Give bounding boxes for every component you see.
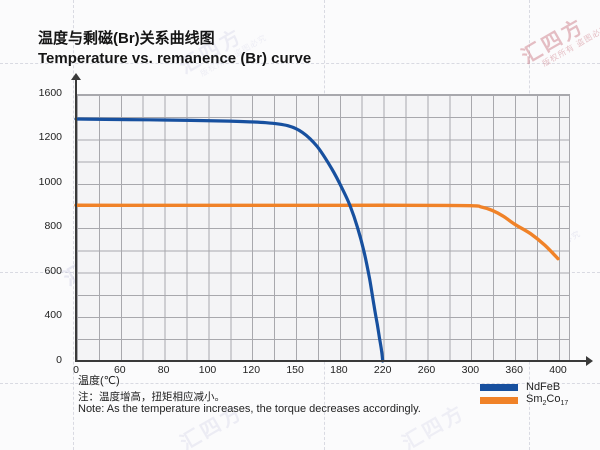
smco-swatch — [480, 396, 518, 404]
chart-title-zh: 温度与剩磁(Br)关系曲线图 — [38, 30, 215, 47]
legend: NdFeB Sm2Co17 — [480, 381, 568, 407]
y-tick: 1200 — [38, 131, 62, 143]
x-tick: 220 — [373, 364, 392, 376]
y-tick: 600 — [44, 265, 62, 277]
ndfeb-swatch — [480, 383, 518, 391]
legend-item-smco: Sm2Co17 — [480, 393, 568, 407]
smco-label-sub: 2 — [542, 400, 547, 408]
x-tick: 80 — [157, 364, 170, 376]
legend-label-smco: Sm2Co17 — [526, 393, 568, 407]
plot-area — [76, 94, 570, 361]
curve-layer — [74, 117, 560, 363]
x-tick: 400 — [549, 364, 567, 376]
x-tick: 100 — [198, 364, 217, 376]
x-tick: 360 — [505, 364, 523, 376]
x-tick: 150 — [286, 364, 304, 376]
x-tick: 260 — [417, 364, 436, 376]
smco-label-part: Co — [546, 392, 561, 405]
watermark-logo: 汇四方 版权所有 盗图必究 — [518, 6, 600, 76]
guide-line-horizontal — [0, 63, 600, 64]
x-tick: 300 — [461, 364, 480, 376]
legend-item-ndfeb: NdFeB — [480, 381, 568, 393]
legend-label-ndfeb: NdFeB — [526, 381, 561, 393]
y-axis-arrow-icon — [71, 73, 81, 80]
x-tick: 120 — [242, 364, 261, 376]
x-tick: 180 — [330, 364, 348, 376]
note-zh: 注：温度增高，扭矩相应减小。 — [78, 391, 225, 403]
smco-label-sub: 17 — [560, 400, 569, 408]
guide-line-vertical — [73, 0, 74, 450]
y-tick: 800 — [44, 220, 62, 232]
x-tick: 60 — [113, 364, 126, 376]
chart-title-en: Temperature vs. remanence (Br) curve — [38, 50, 312, 67]
smco-label-part: Sm — [526, 392, 543, 405]
watermark-subtext: 版权所有 盗图必究 — [540, 22, 600, 69]
ndfeb-curve — [74, 117, 385, 363]
y-axis-line — [75, 79, 77, 361]
y-tick: 1000 — [38, 176, 62, 188]
watermark-text: 汇四方 — [518, 14, 589, 69]
guide-line-horizontal — [0, 383, 600, 384]
x-axis-line — [75, 360, 587, 362]
y-tick: 0 — [56, 354, 62, 366]
x-axis-title: 温度(℃) — [78, 375, 120, 387]
smco-curve — [74, 203, 560, 261]
y-tick: 1600 — [38, 87, 62, 99]
x-axis-arrow-icon — [586, 356, 593, 366]
y-tick: 400 — [44, 309, 62, 321]
x-tick: 0 — [73, 364, 79, 376]
note-en: Note: As the temperature increases, the … — [78, 403, 421, 415]
